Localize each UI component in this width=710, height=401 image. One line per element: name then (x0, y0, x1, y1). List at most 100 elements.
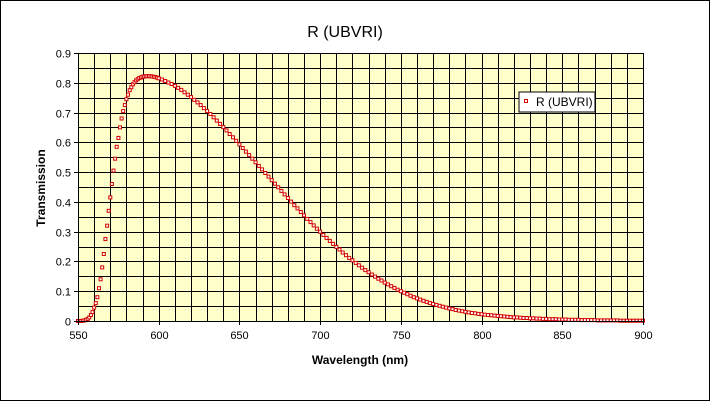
y-tick-label: 0.4 (56, 198, 71, 210)
data-point (227, 132, 232, 136)
data-point (189, 95, 193, 100)
data-point (124, 97, 129, 102)
data-point (350, 258, 355, 263)
data-point (376, 276, 381, 281)
data-point (159, 77, 164, 82)
data-point (424, 299, 429, 304)
data-point (340, 250, 345, 255)
data-point (511, 315, 516, 320)
data-point (531, 316, 536, 321)
data-point (444, 305, 449, 310)
data-point (450, 307, 455, 312)
y-tick-label: 0.7 (56, 109, 71, 121)
data-point (334, 244, 339, 249)
x-tick-label: 700 (311, 330, 329, 342)
data-point (528, 316, 532, 321)
data-point (408, 293, 413, 298)
data-point (318, 229, 323, 234)
data-point (295, 206, 300, 211)
legend-label: R (UBVRI) (536, 95, 593, 109)
data-point (198, 103, 203, 108)
legend-box (518, 91, 596, 113)
data-point (427, 301, 432, 306)
y-tick-label: 0.3 (56, 228, 71, 240)
data-point (431, 302, 436, 306)
data-point (253, 160, 258, 165)
data-point (473, 311, 478, 316)
data-point (289, 199, 294, 204)
data-point (237, 142, 242, 147)
data-point (363, 268, 368, 273)
x-tick-label: 850 (553, 330, 571, 342)
data-point (218, 121, 223, 126)
data-point (103, 237, 108, 242)
data-point (113, 156, 118, 161)
data-point (540, 316, 545, 321)
data-point (311, 223, 316, 228)
data-point (395, 287, 400, 292)
data-point (337, 247, 342, 252)
data-point (156, 76, 161, 81)
y-tick-label: 0.9 (56, 49, 71, 61)
data-point (518, 315, 523, 320)
data-point (221, 125, 226, 130)
data-point (95, 295, 100, 300)
data-point (344, 253, 348, 258)
data-point (495, 313, 500, 318)
data-point (224, 128, 229, 133)
data-point (292, 203, 297, 208)
data-point (121, 109, 126, 114)
data-point (119, 116, 124, 121)
data-point (457, 308, 461, 313)
data-point (356, 263, 361, 268)
data-point (389, 284, 394, 289)
data-point (208, 112, 213, 116)
y-tick-label: 0.5 (56, 168, 71, 180)
data-point (492, 313, 497, 318)
x-tick-label: 900 (634, 330, 652, 342)
data-point (505, 314, 510, 319)
x-axis: 550 600 650 700 750 800 850 900 (69, 321, 653, 342)
data-point (560, 317, 565, 322)
data-point (479, 312, 484, 317)
data-point (90, 310, 95, 315)
data-point (434, 302, 439, 307)
y-axis: 0 0.1 0.2 0.3 0.4 0.5 0.6 0.7 0.8 0.9 (56, 49, 78, 329)
x-tick-label: 800 (473, 330, 491, 342)
data-point (547, 317, 552, 322)
data-point (476, 311, 481, 316)
data-point (192, 97, 197, 102)
data-point (256, 163, 261, 168)
data-point (366, 270, 371, 275)
data-point (502, 314, 507, 319)
data-point (314, 226, 319, 231)
data-point (411, 295, 416, 300)
data-point (360, 265, 365, 270)
data-point (392, 285, 397, 290)
data-point (214, 118, 219, 123)
data-point (486, 313, 490, 317)
data-point (421, 298, 426, 303)
data-point (537, 316, 542, 321)
data-point (260, 167, 264, 172)
data-point (460, 309, 465, 314)
chart-title: R (UBVRI) (307, 24, 383, 41)
data-point (463, 309, 468, 314)
data-point (205, 109, 210, 114)
data-point (211, 115, 216, 120)
data-point (176, 85, 181, 90)
data-point (402, 290, 407, 295)
data-point (185, 92, 190, 97)
data-point (515, 315, 520, 320)
data-point (302, 213, 306, 218)
data-point (122, 103, 127, 108)
y-tick-label: 0.2 (56, 257, 71, 269)
data-point (447, 306, 452, 311)
legend[interactable]: R (UBVRI) (518, 91, 596, 113)
data-point (97, 286, 101, 291)
data-point (570, 317, 574, 322)
data-point (201, 106, 206, 111)
y-tick-label: 0.8 (56, 79, 71, 91)
data-point (179, 87, 184, 92)
